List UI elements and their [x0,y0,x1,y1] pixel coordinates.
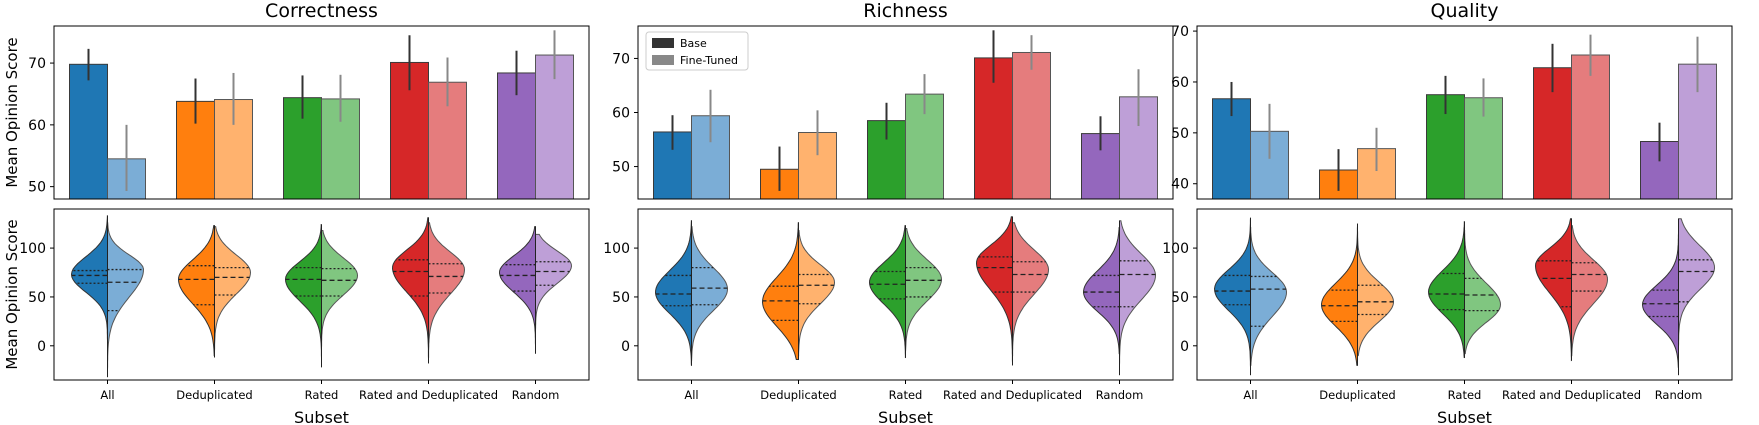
violin-panel-3-violin-base-4 [1641,228,1679,368]
violin-panel-3-violin-finetuned-0 [1250,226,1288,366]
violin-panel-1-violin-base-1 [177,225,215,357]
violin-panel-3-violin-base-1 [1320,223,1358,366]
violin-panel-3-violin-base-2 [1427,221,1465,359]
violin-panel-1-xtick-label-2: Rated [305,388,339,402]
violin-panel-3-xtick-label-3: Rated and Deduplicated [1502,388,1641,402]
violin-panel-1-xtick-label-0: All [100,388,114,402]
violin-panel-1-violin-base-0 [70,215,108,376]
bar-panel-3-ytick-label-2: 60 [1171,75,1189,91]
violin-panel-2-xtick-label-2: Rated [889,388,923,402]
bar-panel-1-ytick-label-1: 60 [28,118,46,134]
violin-panel-1-ytick-label-1: 50 [28,290,46,306]
violin-panel-3-xtick-label-1: Deduplicated [1319,388,1395,402]
bar-panel-3-ytick-label-1: 50 [1171,126,1189,142]
bar-panel-2-title: Richness [863,0,948,22]
violin-panel-1-violin-finetuned-3 [428,222,466,359]
violin-ylabel: Mean Opinion Score [3,219,21,369]
violin-panel-2-ytick-label-2: 100 [603,241,630,257]
violin-panel-2-violin-base-0 [654,220,692,367]
bar-panel-1-ytick-label-2: 70 [28,56,46,72]
violin-panel-3-violin-base-3 [1534,218,1572,362]
legend-label-0: Base [680,37,707,50]
bar-panel-3-frame [1196,25,1733,200]
bar-panel-3-bar-finetuned-3 [1571,54,1610,200]
violin-panel-1-violin-base-3 [391,217,429,364]
violin-panel-2-ytick-label-0: 0 [621,339,630,355]
violin-panel-1-violin-base-4 [498,226,536,354]
violin-panel-3-violin-finetuned-2 [1464,229,1502,355]
violin-panel-2-violin-finetuned-0 [691,226,729,362]
violin-panel-3-xtick-label-4: Random [1655,388,1703,402]
violin-panel-2-violin-finetuned-2 [905,227,943,352]
bar-panel-1-frame [53,25,590,200]
bar-panel-2-ytick-label-2: 70 [612,51,630,67]
legend-swatch-0 [652,38,674,48]
bar-ylabel: Mean Opinion Score [3,37,21,187]
bar-panel-1-title: Correctness [265,0,378,22]
violin-panel-3-xtick-label-0: All [1243,388,1257,402]
violin-panel-3-ytick-label-1: 50 [1171,290,1189,306]
violin-panel-2-violin-base-2 [868,225,906,359]
violin-panel-1-ytick-label-2: 100 [19,241,46,257]
violin-panel-1-xlabel: Subset [294,408,349,425]
violin-panel-2-xtick-label-4: Random [1096,388,1144,402]
violin-panel-2-violin-finetuned-1 [798,229,836,357]
violin-panel-1-violin-finetuned-1 [214,226,252,358]
bar-panel-3-title: Quality [1431,0,1499,22]
violin-panel-3-xlabel: Subset [1437,408,1492,425]
violin-panel-3-violin-base-0 [1213,217,1251,376]
violin-panel-3-ytick-label-0: 0 [1180,339,1189,355]
bar-panel-3-ytick-label-3: 70 [1171,24,1189,40]
violin-panel-1-violin-finetuned-2 [321,229,359,354]
violin-panel-1-violin-finetuned-4 [535,233,573,354]
violin-panel-2-xtick-label-3: Rated and Deduplicated [943,388,1082,402]
bar-panel-2-ytick-label-0: 50 [612,160,630,176]
bar-panel-2-ytick-label-1: 60 [612,106,630,122]
violin-panel-3-xtick-label-2: Rated [1448,388,1482,402]
violin-panel-2-xlabel: Subset [878,408,933,425]
violin-panel-2-xtick-label-0: All [684,388,698,402]
bar-panel-1-bar-base-0 [69,63,108,200]
violin-panel-2-ytick-label-1: 50 [612,290,630,306]
legend-swatch-1 [652,55,674,65]
violin-panel-3-violin-finetuned-4 [1678,218,1716,376]
violin-panel-2-violin-base-3 [975,216,1013,366]
violin-panel-1-xtick-label-3: Rated and Deduplicated [359,388,498,402]
bar-panel-2-bar-finetuned-3 [1012,51,1051,200]
violin-panel-3-ytick-label-2: 100 [1162,241,1189,257]
violin-panel-1-ytick-label-0: 0 [37,339,46,355]
violin-panel-2-violin-base-4 [1082,227,1120,355]
violin-panel-1-xtick-label-1: Deduplicated [176,388,252,402]
violin-panel-2-violin-finetuned-4 [1119,220,1157,376]
bar-panel-3-ytick-label-0: 40 [1171,177,1189,193]
violin-panel-1-xtick-label-4: Random [512,388,560,402]
violin-panel-3-violin-finetuned-1 [1357,230,1395,357]
violin-panel-2-xtick-label-1: Deduplicated [760,388,836,402]
violin-panel-1-violin-finetuned-0 [107,222,145,378]
bar-panel-1-ytick-label-0: 50 [28,180,46,196]
legend-label-1: Fine-Tuned [680,54,738,67]
violin-panel-2-violin-base-1 [761,222,799,361]
violin-panel-2-violin-finetuned-3 [1012,222,1050,357]
